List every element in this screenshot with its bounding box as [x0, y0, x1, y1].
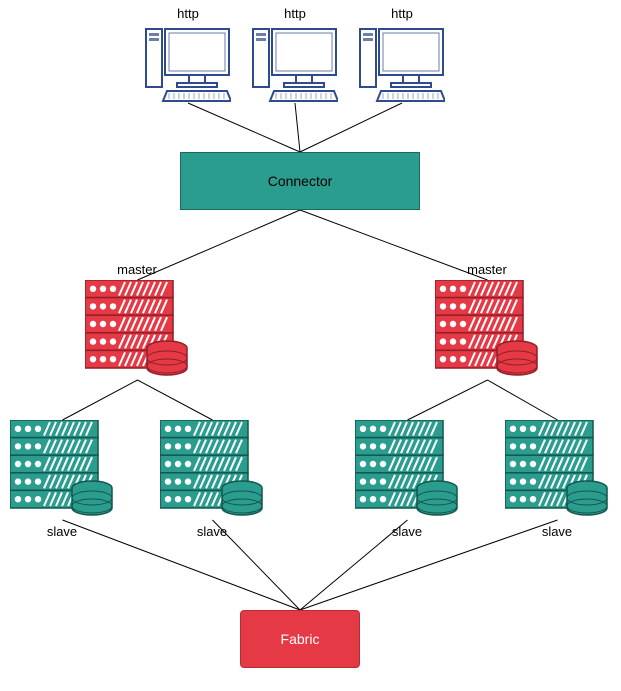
slave4-label: slave	[532, 524, 582, 539]
pc1-icon	[145, 23, 231, 103]
master1-label: master	[107, 262, 167, 277]
slave2-icon	[160, 420, 265, 520]
pc3-label: http	[374, 6, 430, 21]
pc2-icon	[252, 23, 338, 103]
slave2-label: slave	[187, 524, 237, 539]
slave3-label: slave	[382, 524, 432, 539]
master1-icon	[85, 280, 190, 380]
slave1-label: slave	[37, 524, 87, 539]
fabric-label: Fabric	[281, 631, 320, 647]
slave1-icon	[10, 420, 115, 520]
pc3-icon	[359, 23, 445, 103]
slave4-icon	[505, 420, 610, 520]
slave3-icon	[355, 420, 460, 520]
connector-label: Connector	[268, 173, 333, 189]
pc2-label: http	[267, 6, 323, 21]
architecture-diagram: http http http Connector master master s…	[0, 0, 621, 691]
connector-box: Connector	[180, 152, 420, 210]
master2-icon	[435, 280, 540, 380]
fabric-box: Fabric	[240, 610, 360, 668]
master2-label: master	[457, 262, 517, 277]
pc1-label: http	[160, 6, 216, 21]
